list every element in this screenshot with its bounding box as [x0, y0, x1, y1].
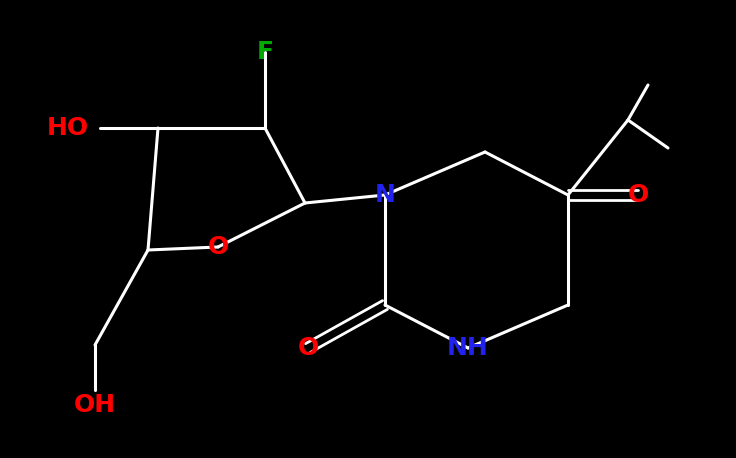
Text: NH: NH	[447, 336, 489, 360]
Text: OH: OH	[74, 393, 116, 417]
Text: HO: HO	[47, 116, 89, 140]
Text: F: F	[257, 40, 274, 64]
Text: O: O	[208, 235, 229, 259]
Text: N: N	[375, 183, 395, 207]
Text: O: O	[297, 336, 319, 360]
Text: O: O	[627, 183, 648, 207]
